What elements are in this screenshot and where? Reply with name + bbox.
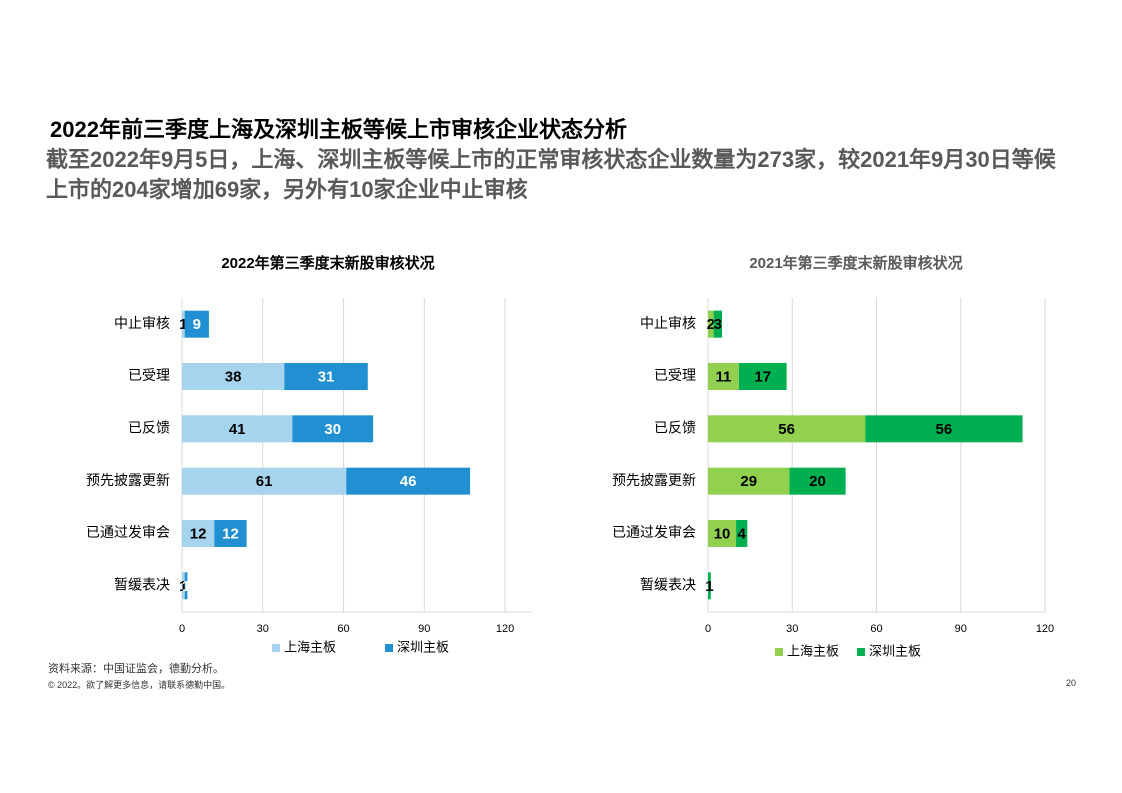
data-label: 12 <box>222 525 239 542</box>
bar-segment <box>708 572 711 600</box>
data-label: 20 <box>809 473 826 490</box>
data-label: 3 <box>714 316 722 333</box>
data-label: 11 <box>716 368 732 385</box>
bar-segment <box>708 363 739 390</box>
x-tick-label: 0 <box>179 623 185 635</box>
data-label: 56 <box>936 421 953 438</box>
slide-subtitle: 截至2022年9月5日，上海、深圳主板等候上市的正常审核状态企业数量为273家，… <box>46 147 1056 202</box>
y-tick-label: 中止审核 <box>640 315 696 331</box>
y-tick-label: 已受理 <box>654 367 696 383</box>
data-label: 10 <box>714 525 731 542</box>
source-note: 资料来源：中国证监会，德勤分析。 <box>48 663 224 675</box>
slide-title: 2022年前三季度上海及深圳主板等候上市审核企业状态分析 <box>50 117 627 142</box>
bar-segment <box>708 415 866 443</box>
bar-segment <box>182 520 215 547</box>
x-tick-label: 120 <box>1036 623 1054 635</box>
y-tick-label: 预先披露更新 <box>612 472 696 488</box>
x-tick-label: 0 <box>705 623 711 635</box>
data-label: 17 <box>754 368 771 385</box>
data-label: 61 <box>256 473 273 490</box>
bar-segment <box>182 415 293 443</box>
bar-segment <box>182 310 185 338</box>
legend-swatch <box>385 644 393 652</box>
bar-segment <box>738 363 787 390</box>
y-tick-label: 已通过发审会 <box>612 524 696 540</box>
y-tick-label: 已受理 <box>128 367 170 383</box>
x-tick-label: 30 <box>786 623 798 635</box>
legend-label: 深圳主板 <box>397 639 449 654</box>
bar-segment <box>182 467 347 495</box>
x-tick-label: 30 <box>257 623 269 635</box>
data-label: 1 <box>179 578 187 595</box>
y-tick-label: 已通过发审会 <box>86 524 170 540</box>
legend-label: 上海主板 <box>787 643 839 658</box>
bar-segment <box>865 415 1023 443</box>
y-tick-label: 已反馈 <box>128 420 170 436</box>
y-tick-label: 暂缓表决 <box>114 577 170 593</box>
copyright: © 2022。欲了解更多信息，请联系德勤中国。 <box>48 680 231 690</box>
data-label: 2 <box>707 316 715 333</box>
legend-swatch <box>775 648 783 656</box>
legend-swatch <box>272 644 280 652</box>
bar-segment <box>184 572 188 600</box>
y-tick-label: 中止审核 <box>114 315 170 331</box>
chart-title: 2022年第三季度末新股审核状况 <box>221 254 434 272</box>
x-tick-label: 60 <box>870 623 882 635</box>
bar-segment <box>789 467 846 495</box>
bar-segment <box>284 363 368 390</box>
legend-swatch <box>857 648 865 656</box>
data-label: 9 <box>193 316 201 333</box>
bar-segment <box>736 520 748 547</box>
page-number: 20 <box>1066 678 1077 688</box>
x-tick-label: 90 <box>955 623 967 635</box>
data-label: 46 <box>400 473 417 490</box>
data-label: 30 <box>324 421 341 438</box>
y-tick-label: 预先披露更新 <box>86 472 170 488</box>
y-tick-label: 已反馈 <box>654 420 696 436</box>
x-tick-label: 120 <box>496 623 514 635</box>
bar-segment <box>708 310 714 338</box>
data-label: 56 <box>778 421 795 438</box>
data-label: 41 <box>229 421 246 438</box>
bar-segment <box>184 310 209 338</box>
bar-segment <box>708 520 737 547</box>
x-tick-label: 60 <box>337 623 349 635</box>
y-tick-label: 暂缓表决 <box>640 577 696 593</box>
bar-segment <box>708 467 790 495</box>
legend-label: 上海主板 <box>284 639 336 654</box>
data-label: 31 <box>318 368 335 385</box>
data-label: 38 <box>225 368 242 385</box>
bar-segment <box>713 310 723 338</box>
data-label: 1 <box>705 578 713 595</box>
x-tick-label: 90 <box>418 623 430 635</box>
chart-title: 2021年第三季度末新股审核状况 <box>749 254 962 272</box>
bar-segment <box>346 467 471 495</box>
legend-label: 深圳主板 <box>869 643 921 658</box>
data-label: 12 <box>190 525 207 542</box>
data-label: 1 <box>179 316 187 333</box>
data-label: 4 <box>738 525 747 542</box>
data-label: 1 <box>182 578 190 595</box>
bar-segment <box>182 572 185 600</box>
bar-segment <box>182 363 285 390</box>
bar-segment <box>214 520 247 547</box>
data-label: 29 <box>740 473 757 490</box>
bar-segment <box>292 415 374 443</box>
